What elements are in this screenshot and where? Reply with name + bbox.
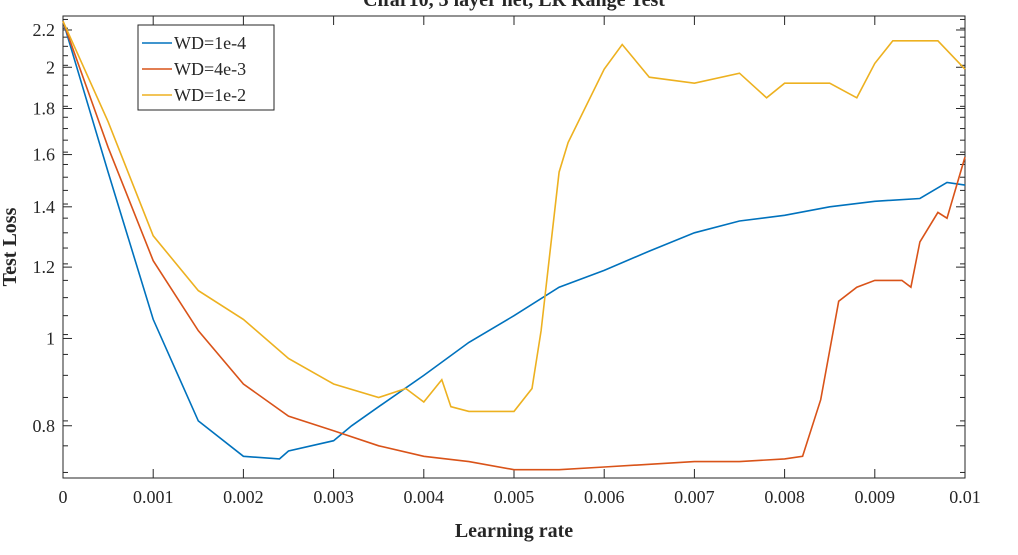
x-tick-label: 0	[59, 487, 68, 507]
x-tick-label: 0.005	[494, 487, 535, 507]
legend-label: WD=4e-3	[174, 59, 246, 79]
legend	[137, 24, 275, 111]
x-tick-label: 0.004	[404, 487, 445, 507]
x-tick-label: 0.002	[223, 487, 264, 507]
y-tick-label: 1.4	[33, 197, 56, 217]
x-tick-label: 0.001	[133, 487, 174, 507]
y-axis-label: Test Loss	[0, 207, 21, 286]
y-tick-label: 1.8	[33, 98, 56, 118]
series-line-2	[62, 20, 966, 471]
y-tick-label: 2.2	[33, 20, 56, 40]
x-tick-label: 0.006	[584, 487, 625, 507]
y-tick-label: 1.2	[33, 257, 56, 277]
chart-title: Cifar10, 3 layer net, LR Range Test	[363, 0, 665, 11]
x-tick-label: 0.008	[764, 487, 805, 507]
y-tick-label: 2	[46, 57, 55, 77]
x-tick-label: 0.009	[855, 487, 896, 507]
x-tick-label: 0.007	[674, 487, 715, 507]
x-tick-label: 0.003	[313, 487, 354, 507]
x-axis-label: Learning rate	[455, 520, 573, 542]
y-tick-label: 1	[46, 328, 55, 348]
legend-label: WD=1e-2	[174, 85, 246, 105]
y-tick-label: 1.6	[33, 145, 56, 165]
x-tick-label: 0.01	[949, 487, 981, 507]
legend-label: WD=1e-4	[174, 33, 246, 53]
y-tick-label: 0.8	[33, 416, 56, 436]
series-line-3	[62, 20, 966, 413]
series-line-1	[62, 20, 966, 460]
